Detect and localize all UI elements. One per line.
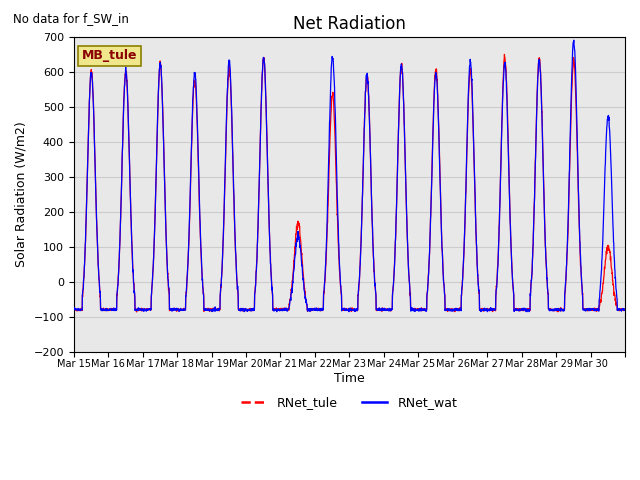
Y-axis label: Solar Radiation (W/m2): Solar Radiation (W/m2) (15, 121, 28, 267)
X-axis label: Time: Time (334, 372, 365, 385)
Legend: RNet_tule, RNet_wat: RNet_tule, RNet_wat (236, 391, 462, 414)
Text: No data for f_SW_in: No data for f_SW_in (13, 12, 129, 25)
Text: MB_tule: MB_tule (82, 49, 138, 62)
Title: Net Radiation: Net Radiation (293, 15, 406, 33)
